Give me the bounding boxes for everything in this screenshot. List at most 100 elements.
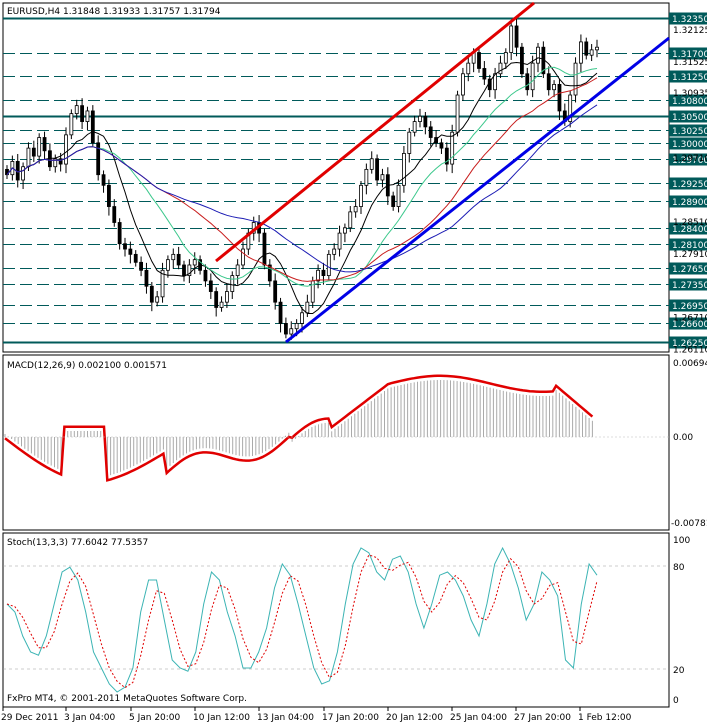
- candle-body: [423, 115, 428, 128]
- candle-body: [96, 142, 101, 176]
- candle-body: [176, 253, 181, 266]
- candle-body: [241, 248, 245, 266]
- candle-body: [305, 301, 310, 314]
- candle-body: [219, 301, 224, 308]
- price-tick-label: 1.29710: [673, 154, 707, 164]
- candle-body: [21, 166, 25, 181]
- candle-body: [509, 25, 514, 53]
- moving-average-line: [6, 57, 598, 314]
- stoch-label: Stoch(13,3,3) 77.6042 77.5357: [7, 538, 148, 548]
- candle-body: [337, 232, 342, 250]
- candle-body: [525, 73, 530, 91]
- candle-body: [326, 253, 331, 277]
- candle-body: [80, 105, 84, 122]
- level-price-tag: [669, 336, 707, 349]
- level-price-label: 1.30000: [672, 140, 707, 150]
- level-price-tag: [669, 238, 707, 251]
- upper-trendline[interactable]: [215, 1, 535, 263]
- candle-body: [316, 269, 320, 282]
- candle-body: [343, 227, 347, 234]
- candle-body: [359, 184, 363, 207]
- level-price-tag: [669, 222, 707, 235]
- candle-body: [579, 41, 583, 64]
- level-price-label: 1.28900: [672, 198, 707, 208]
- candle-body: [375, 158, 379, 181]
- candle-body: [123, 243, 127, 250]
- level-price-label: 1.30800: [672, 97, 707, 107]
- time-axis: 29 Dec 2011 3 Jan 04:00 5 Jan 20:00 10 Jan …: [1, 707, 632, 723]
- candle-body: [117, 222, 122, 245]
- price-tick-label: 1.27910: [673, 250, 707, 260]
- candle-body: [278, 301, 283, 324]
- price-tick-label: 1.26110: [673, 345, 707, 355]
- candle-body: [402, 153, 406, 186]
- level-price-tag: [669, 110, 707, 123]
- level-price-tag: [669, 317, 707, 330]
- candle-body: [455, 94, 460, 133]
- symbol-header: EURUSD,H4 1.31848 1.31933 1.31757 1.3179…: [7, 7, 221, 17]
- candle-body: [74, 105, 79, 115]
- candle-body: [584, 41, 589, 56]
- candle-body: [155, 296, 160, 303]
- lower-trendline[interactable]: [285, 36, 670, 344]
- level-price-tag: [669, 137, 707, 150]
- copyright-footer: FxPro MT4, © 2001-2011 MetaQuotes Softwa…: [7, 694, 247, 704]
- candle-body: [208, 280, 213, 292]
- candle-body: [149, 285, 154, 303]
- moving-average-line: [6, 104, 598, 273]
- macd-panel: [2, 354, 670, 531]
- macd-signal-line: [4, 374, 594, 482]
- candle-body: [166, 259, 170, 271]
- level-price-label: 1.29700: [672, 156, 707, 166]
- candle-body: [101, 174, 106, 186]
- candle-body: [444, 147, 449, 165]
- candle-body: [192, 259, 197, 266]
- stoch-scale-80: 80: [673, 563, 685, 573]
- candle-body: [498, 62, 503, 75]
- candle-body: [107, 184, 111, 207]
- candle-body: [418, 115, 422, 122]
- candle-body: [160, 269, 165, 298]
- candle-body: [503, 52, 508, 64]
- candle-body: [321, 269, 326, 277]
- candle-body: [284, 323, 288, 335]
- candle-body: [230, 275, 235, 292]
- candle-body: [273, 280, 278, 303]
- candle-body: [262, 232, 267, 266]
- time-label: 20 Jan 12:00: [386, 713, 443, 723]
- candle-body: [450, 131, 455, 165]
- stoch-main-line: [6, 546, 598, 693]
- candle-body: [182, 264, 186, 277]
- level-price-tag: [669, 299, 707, 312]
- candle-body: [536, 46, 540, 64]
- candle-body: [568, 94, 573, 122]
- level-price-label: 1.29250: [672, 180, 707, 190]
- time-label: 17 Jan 20:00: [322, 713, 379, 723]
- candle-body: [407, 131, 412, 154]
- level-price-tag: [669, 47, 707, 60]
- level-price-label: 1.28400: [672, 225, 707, 235]
- candle-body: [42, 137, 47, 152]
- time-label: 25 Jan 04:00: [450, 713, 507, 723]
- level-price-tag: [669, 153, 707, 166]
- candle-body: [289, 328, 294, 335]
- level-price-label: 1.31250: [672, 73, 707, 83]
- price-tick-label: 1.26710: [673, 314, 707, 324]
- candle-body: [69, 113, 74, 136]
- macd-scale-top: 0.00694: [673, 359, 707, 369]
- stoch-signal-line: [6, 554, 598, 689]
- candle-body: [294, 323, 299, 330]
- candle-body: [348, 211, 353, 229]
- candle-body: [144, 269, 149, 287]
- candle-body: [353, 206, 358, 213]
- candle-body: [203, 269, 208, 282]
- level-price-tag: [669, 12, 707, 25]
- candle-body: [520, 46, 524, 75]
- candle-body: [187, 264, 192, 277]
- price-tick-label: 1.30935: [673, 89, 707, 99]
- level-price-tag: [669, 262, 707, 275]
- candle-body: [589, 49, 594, 56]
- candle-body: [369, 158, 374, 170]
- price-panel: [2, 2, 670, 353]
